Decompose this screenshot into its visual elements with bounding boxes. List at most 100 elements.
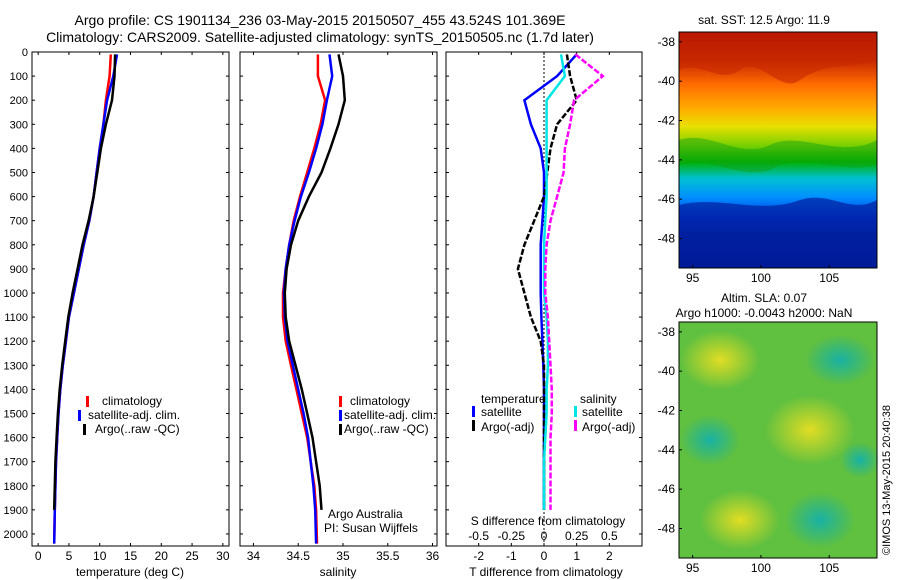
series-line-salinity-argo-adj- [544, 53, 605, 510]
legend-swatch-argo [83, 424, 86, 435]
legend-swatch-s-satellite [574, 406, 577, 417]
map-y-tick-label: -48 [658, 232, 676, 246]
map-x-tick-label: 95 [686, 271, 700, 285]
map-y-tick-label: -42 [658, 114, 676, 128]
map-x-tick-label: 95 [686, 561, 700, 575]
legend-label-climatology: climatology [102, 394, 162, 408]
difference-legend: temperature satellite Argo(-adj) salinit… [472, 392, 635, 434]
y-tick-label: 1400 [4, 384, 28, 396]
legend-swatch-t-argo [472, 420, 475, 431]
temperature-panel-frame [31, 51, 230, 547]
annotation-pi: PI: Susan Wijffels [324, 521, 418, 535]
legend-label-argo: Argo(..raw -QC) [95, 422, 180, 436]
legend-label-satellite: satellite-adj. clim. [344, 408, 436, 422]
sst-map-frame [678, 31, 878, 269]
y-tick-label: 1100 [4, 312, 28, 324]
sla-high-anomaly [765, 395, 855, 465]
map-y-tick-label: -42 [658, 404, 676, 418]
y-tick-label: 700 [10, 216, 28, 228]
legend-label-s-satellite: satellite [582, 405, 623, 419]
series-line-satellite-adj-clim- [282, 54, 334, 544]
legend-label-climatology: climatology [350, 394, 410, 408]
legend-swatch-climatology [86, 396, 89, 407]
y-tick-label: 300 [10, 119, 28, 131]
x-tick-label: 5 [66, 549, 73, 563]
y-tick-label: 600 [10, 192, 28, 204]
map-y-tick-label: -40 [658, 364, 676, 378]
y-tick-label: 1200 [4, 336, 28, 348]
map-ticks: 95 100 105 -38 -40 -42 -44 -46 -48 95 100 105 -38 -40… [658, 35, 840, 575]
y-tick-label: 1500 [4, 408, 28, 420]
sst-warm-tongue [679, 32, 877, 84]
y-tick-label: 900 [10, 264, 28, 276]
legend-swatch-s-argo [574, 420, 577, 431]
x-tick-label: 34.5 [287, 549, 311, 563]
map-y-tick-label: -44 [658, 153, 676, 167]
difference-series [516, 53, 605, 510]
x-tick-label: 10 [93, 549, 107, 563]
sst-map [678, 31, 878, 269]
y-tick-label: 400 [10, 143, 28, 155]
salinity-xlabel: salinity [320, 565, 357, 579]
legend-label-s-argo: Argo(-adj) [582, 420, 635, 434]
sst-map-title: sat. SST: 12.5 Argo: 11.9 [698, 13, 830, 27]
map-x-tick-label: 100 [751, 271, 771, 285]
series-line-salinity-satellite [542, 54, 567, 510]
sla-high-anomaly [700, 490, 780, 550]
x-tick-label: 1 [573, 549, 580, 563]
map-x-tick-label: 105 [819, 271, 839, 285]
sst-green-band [679, 137, 877, 173]
x-tick-label-salinity: 0.5 [601, 529, 618, 543]
x-tick-label: 35 [336, 549, 350, 563]
map-y-tick-label: -40 [658, 74, 676, 88]
y-tick-label: 1600 [4, 433, 28, 445]
series-line-satellite-adj-clim- [52, 54, 119, 544]
legend-swatch-satellite [78, 410, 81, 421]
legend-label-satellite: satellite-adj. clim. [88, 408, 180, 422]
x-tick-label: -1 [506, 549, 517, 563]
series-line-argo-raw-qc- [283, 54, 347, 510]
x-tick-label: 0 [541, 549, 548, 563]
x-tick-label-salinity: 0.25 [565, 529, 589, 543]
legend-title-salinity: salinity [580, 392, 617, 406]
legend-title-temperature: temperature [481, 392, 546, 406]
map-y-tick-label: -38 [658, 325, 676, 339]
x-tick-label: 20 [155, 549, 169, 563]
map-y-tick-label: -46 [658, 192, 676, 206]
map-y-tick-label: -44 [658, 443, 676, 457]
series-line-argo-raw-qc- [52, 54, 117, 510]
imos-credit: ©IMOS 13-May-2015 20:40:38 [881, 405, 893, 555]
title-line1: Argo profile: CS 1901134_236 03-May-2015… [74, 12, 566, 28]
y-tick-label: 1800 [4, 481, 28, 493]
salinity-panel-frame [239, 51, 438, 547]
x-tick-label: 30 [216, 549, 230, 563]
map-y-tick-label: -48 [658, 522, 676, 536]
series-line-temperature-argo-adj- [516, 54, 579, 510]
y-tick-label: 1700 [4, 457, 28, 469]
sla-low-anomaly [680, 415, 740, 465]
x-tick-label: 2 [606, 549, 613, 563]
x-tick-label-salinity: -0.5 [468, 529, 489, 543]
legend-swatch-satellite [339, 410, 342, 421]
axis-ticks: 0 5 10 15 20 25 30 34 34.5 35 35.5 36 -2 -1 0 1 2 -0.5 -0.… [32, 51, 642, 563]
temperature-series [52, 54, 119, 544]
x-tick-label: -2 [473, 549, 484, 563]
sla-low-anomaly [785, 492, 855, 548]
y-tick-label: 2000 [4, 529, 28, 541]
legend-label-t-satellite: satellite [481, 405, 522, 419]
sla-map [678, 321, 880, 559]
x-tick-label: 34 [247, 549, 261, 563]
t-difference-xlabel: T difference from climatology [469, 565, 623, 579]
annotation-argo-australia: Argo Australia [328, 507, 403, 521]
legend-swatch-argo [339, 424, 342, 435]
map-y-tick-label: -38 [658, 35, 676, 49]
y-tick-label: 1900 [4, 505, 28, 517]
y-tick-label: 1300 [4, 360, 28, 372]
legend-swatch-climatology [339, 396, 342, 407]
y-tick-label: 100 [10, 71, 28, 83]
temperature-xlabel: temperature (deg C) [76, 565, 184, 579]
map-y-tick-label: -46 [658, 482, 676, 496]
sla-high-anomaly [680, 330, 760, 390]
x-tick-label-salinity: -0.25 [498, 529, 526, 543]
